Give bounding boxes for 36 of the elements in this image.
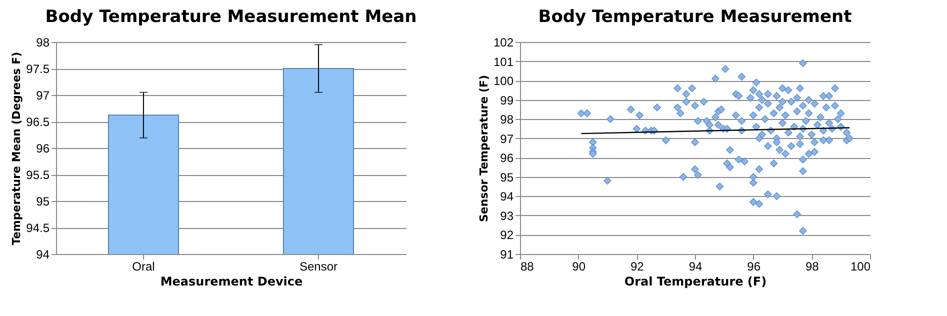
y-axis-title: Temperature Mean (Degrees F) (10, 52, 24, 246)
y-tick-label: 97 (500, 132, 514, 146)
y-tick-label: 96 (500, 151, 514, 166)
y-tick-label: 101 (493, 54, 514, 69)
y-tick-label: 94 (500, 190, 514, 204)
x-tick-label: Oral (132, 260, 155, 274)
y-tick-label: 92 (500, 228, 514, 242)
x-tick-label: 100 (850, 260, 871, 274)
y-tick-label: 98 (36, 36, 50, 50)
y-tick-label: 100 (493, 74, 514, 88)
x-axis-title: Measurement Device (160, 274, 303, 288)
y-tick-label: 97.5 (26, 62, 50, 76)
x-tick-label: 92 (630, 260, 644, 274)
y-tick-label: 95 (500, 170, 514, 184)
y-tick-label: 96 (36, 142, 50, 156)
x-tick-label: 94 (688, 260, 702, 274)
y-tick-label: 99 (500, 93, 514, 108)
chart-title: Body Temperature Measurement Mean (45, 7, 417, 27)
y-tick-label: 97 (36, 88, 50, 102)
y-tick-label: 91 (500, 248, 514, 262)
y-tick-label: 94.5 (26, 221, 50, 235)
x-axis-title: Oral Temperature (F) (624, 274, 767, 288)
y-tick-label: 96.5 (26, 115, 50, 129)
chart-title: Body Temperature Measurement (538, 7, 852, 27)
y-tick-label: 93 (500, 208, 514, 223)
y-tick-label: 95 (36, 194, 50, 208)
y-axis-title: Sensor Temperature (F) (477, 74, 490, 222)
y-tick-label: 95.5 (26, 168, 50, 182)
x-tick-label: 96 (747, 260, 761, 274)
x-tick-label: 88 (520, 260, 534, 274)
x-tick-label: 98 (805, 260, 820, 274)
x-tick-label: Sensor (299, 260, 338, 274)
y-tick-label: 102 (493, 36, 514, 50)
y-tick-label: 94 (36, 248, 50, 262)
x-tick-label: 90 (572, 260, 586, 274)
y-tick-label: 98 (500, 112, 514, 127)
